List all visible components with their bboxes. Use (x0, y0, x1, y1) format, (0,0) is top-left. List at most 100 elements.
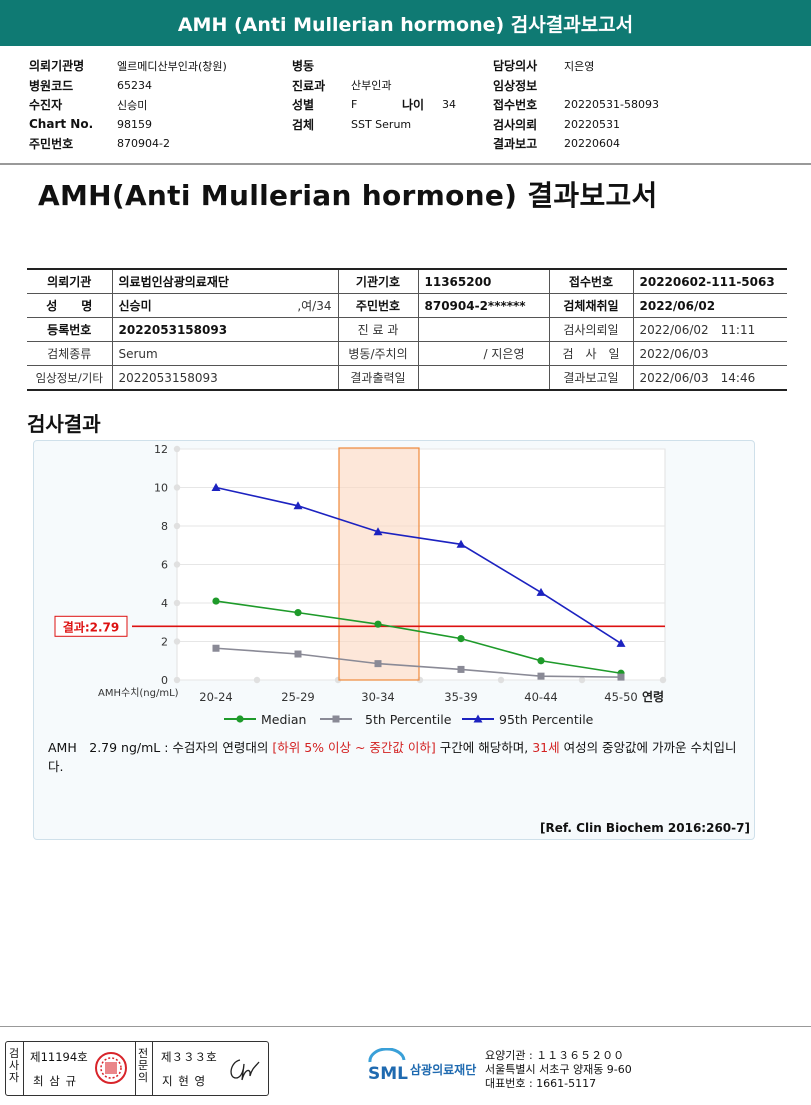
legend-marker (332, 715, 340, 723)
y-tick-dot (173, 676, 181, 684)
data-point (456, 539, 466, 548)
table-value: 2022/06/02 11:11 (633, 317, 787, 342)
sign-divider (23, 1042, 24, 1095)
table-label: 성 명 (27, 293, 113, 318)
patient-info-table: 의뢰기관 의료법인삼광의료재단 기관기호 11365200 접수번호 20220… (27, 268, 787, 391)
sign-divider (152, 1042, 153, 1095)
specialist-license: 제３３３호 (161, 1050, 217, 1064)
table-label: 주민번호 (338, 293, 419, 318)
age-label: 나이 (402, 98, 425, 113)
header-label: 병동 (292, 59, 315, 74)
y-tick-label: 8 (161, 520, 168, 533)
y-tick-label: 0 (161, 674, 168, 687)
header-value: 20220531-58093 (564, 98, 659, 112)
inspector-name: 최 삼 규 (33, 1074, 78, 1088)
header-label: Chart No. (29, 117, 94, 132)
table-label: 결과출력일 (338, 365, 419, 391)
series-line (215, 486, 622, 645)
patient-sex-age: ,여/34 (297, 299, 332, 313)
header-label: 임상정보 (493, 78, 538, 93)
data-point (537, 672, 545, 680)
legend-marker (236, 715, 244, 723)
header-value: 870904-2 (117, 137, 170, 151)
report-title: AMH(Anti Mullerian hormone) 결과보고서 (38, 179, 658, 212)
header-label: 수진자 (29, 98, 63, 113)
header-value: SST Serum (351, 117, 412, 131)
header-divider (0, 163, 811, 165)
header-label: 진료과 (292, 78, 326, 93)
table-row: 의뢰기관 의료법인삼광의료재단 기관기호 11365200 접수번호 20220… (27, 268, 787, 294)
legend-label: 5th Percentile (365, 712, 452, 727)
x-tick-label: 45-50 (604, 690, 637, 704)
header-value: 신승미 (117, 98, 148, 112)
y-tick-dot (173, 638, 181, 645)
table-label: 진 료 과 (338, 317, 419, 342)
y-tick-label: 10 (154, 482, 168, 495)
table-row: 등록번호 2022053158093 진 료 과 검사의뢰일 2022/06/0… (27, 317, 787, 342)
table-value: 2022053158093 (112, 317, 339, 342)
seal-stamp-icon (95, 1052, 127, 1084)
footer-divider (0, 1026, 811, 1027)
x-tick-dot (253, 676, 261, 684)
table-value: 2022/06/03 (633, 341, 787, 366)
result-label-box (54, 615, 128, 637)
x-axis-label: 연령 (642, 689, 664, 704)
header-label: 성별 (292, 98, 315, 113)
data-point (617, 673, 625, 681)
header-label: 검사의뢰 (493, 117, 538, 132)
x-tick-label: 20-24 (199, 690, 232, 704)
y-tick-label: 4 (161, 597, 168, 610)
table-value: 2022/06/03 14:46 (633, 365, 787, 391)
table-label: 의뢰기관 (27, 268, 113, 294)
series-line (215, 647, 622, 678)
table-label: 기관기호 (338, 268, 419, 294)
data-point (536, 587, 546, 596)
lab-address: 서울특별시 서초구 양재동 9-60 (485, 1063, 632, 1076)
table-value-name: 신승미 ,여/34 (112, 293, 339, 318)
lab-phone: 대표번호 : 1661-5117 (485, 1077, 597, 1090)
x-tick-label: 40-44 (524, 690, 557, 704)
table-row: 검체종류 Serum 병동/주치의 / 지은영 검 사 일 2022/06/03 (27, 341, 787, 366)
y-tick-dot (173, 484, 181, 491)
header-label: 의뢰기관명 (29, 59, 85, 74)
x-tick-label: 35-39 (444, 690, 477, 704)
y-tick-dot (173, 445, 181, 453)
reference-citation: [Ref. Clin Biochem 2016:260-7] (540, 821, 750, 835)
legend-label: Median (261, 712, 306, 727)
table-value: Serum (112, 341, 339, 366)
table-value (418, 317, 550, 342)
sign-divider (135, 1042, 136, 1095)
y-axis-label: AMH수치(ng/mL) (98, 687, 179, 699)
table-value: 870904-2****** (418, 293, 550, 318)
y-tick-label: 12 (154, 443, 168, 456)
x-tick-dot (578, 676, 586, 684)
header-value: F (351, 98, 358, 112)
data-point (373, 527, 383, 536)
table-value: 2022/06/02 (633, 293, 787, 318)
note-range: [하위 5% 이상 ~ 중간값 이하] (272, 740, 436, 755)
highlight-band (338, 447, 420, 681)
table-label: 임상정보/기타 (27, 365, 113, 391)
header-info: 의뢰기관명 엘르메디산부인과(창원) 병원코드 65234 수진자 신승미 Chart… (0, 50, 811, 155)
amh-line-chart: 0 2 4 6 8 10 12 20-24 25-29 30-34 35-39 40-44 45-50 연… (54, 443, 667, 727)
logo-text: SML (368, 1064, 408, 1082)
specialist-name: 지 현 영 (162, 1074, 207, 1088)
section-title: 검사결과 (27, 412, 101, 436)
data-point (537, 657, 545, 665)
signature-icon (230, 1059, 260, 1081)
y-tick-dot (173, 522, 181, 530)
table-value: 2022053158093 (112, 365, 339, 391)
data-point (374, 620, 382, 628)
sml-logo-icon: SML (368, 1048, 408, 1082)
age-value: 34 (442, 98, 456, 112)
header-label: 담당의사 (493, 59, 538, 74)
signature-box: 검사자 제11194호 최 삼 규 전문의 제３３３호 지 현 영 (5, 1041, 269, 1096)
note-age: 31세 (532, 740, 560, 755)
header-value: 98159 (117, 117, 152, 131)
data-point (457, 665, 465, 673)
table-label: 검체채취일 (549, 293, 634, 318)
table-label: 접수번호 (549, 268, 634, 294)
header-label: 병원코드 (29, 78, 74, 93)
lab-code: 요양기관 : １１３６５２００ (485, 1049, 625, 1062)
result-note: AMH 2.79 ng/mL : 수검자의 연령대의 [하위 5% 이상 ~ 중… (48, 738, 748, 776)
